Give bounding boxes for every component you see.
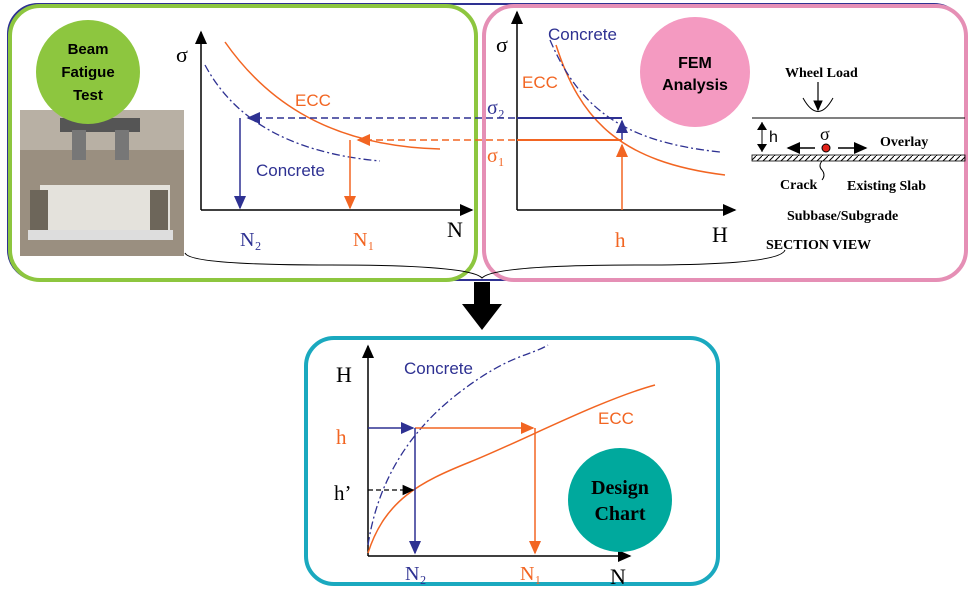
- badge-text: FEM: [678, 55, 712, 72]
- curve-label: ECC: [522, 73, 558, 92]
- axis-label: σ: [496, 32, 508, 57]
- page: Beam Fatigue Test σ ECC Concrete N₂ N₁ N…: [0, 0, 970, 589]
- section-label: Subbase/Subgrade: [787, 209, 898, 224]
- curve-label: ECC: [598, 409, 634, 428]
- curve-label: ECC: [295, 91, 331, 110]
- badge: [568, 448, 672, 552]
- axis-label: N₁: [353, 229, 374, 251]
- badge-text: Test: [73, 87, 103, 104]
- section-label: σ: [820, 124, 830, 144]
- section-label: Existing Slab: [847, 179, 926, 194]
- badge-text: Fatigue: [61, 64, 114, 81]
- badge-text: Design: [591, 477, 649, 499]
- section-label: h: [769, 129, 778, 146]
- axis-label: σ: [176, 42, 188, 67]
- section-label: SECTION VIEW: [766, 238, 871, 253]
- section-label: Overlay: [880, 135, 928, 150]
- axis-label: h: [336, 425, 347, 449]
- curve-label: Concrete: [256, 161, 325, 180]
- axis-label: N₂: [405, 563, 426, 585]
- diagram: Beam Fatigue Test σ ECC Concrete N₂ N₁ N…: [0, 0, 970, 589]
- axis-label: σ₁: [487, 145, 505, 167]
- curve-label: Concrete: [548, 25, 617, 44]
- axis-label: h’: [334, 481, 352, 505]
- axis-label: N₂: [240, 229, 261, 251]
- axis-label: H: [712, 222, 728, 247]
- badge: [640, 17, 750, 127]
- badge-text: Beam: [68, 41, 109, 58]
- axis-label: h: [615, 228, 626, 252]
- section-label: Wheel Load: [785, 66, 858, 81]
- flow-arrow: [462, 282, 502, 330]
- axis-label: N: [447, 217, 463, 242]
- curve-label: Concrete: [404, 359, 473, 378]
- axis-label: N₁: [520, 563, 541, 585]
- section-label: Crack: [780, 178, 818, 193]
- badge-text: Chart: [594, 503, 645, 525]
- badge-text: Analysis: [662, 77, 728, 94]
- axis-label: H: [336, 362, 352, 387]
- axis-label: N: [610, 564, 626, 589]
- axis-label: σ₂: [487, 97, 505, 119]
- photo: [20, 110, 184, 256]
